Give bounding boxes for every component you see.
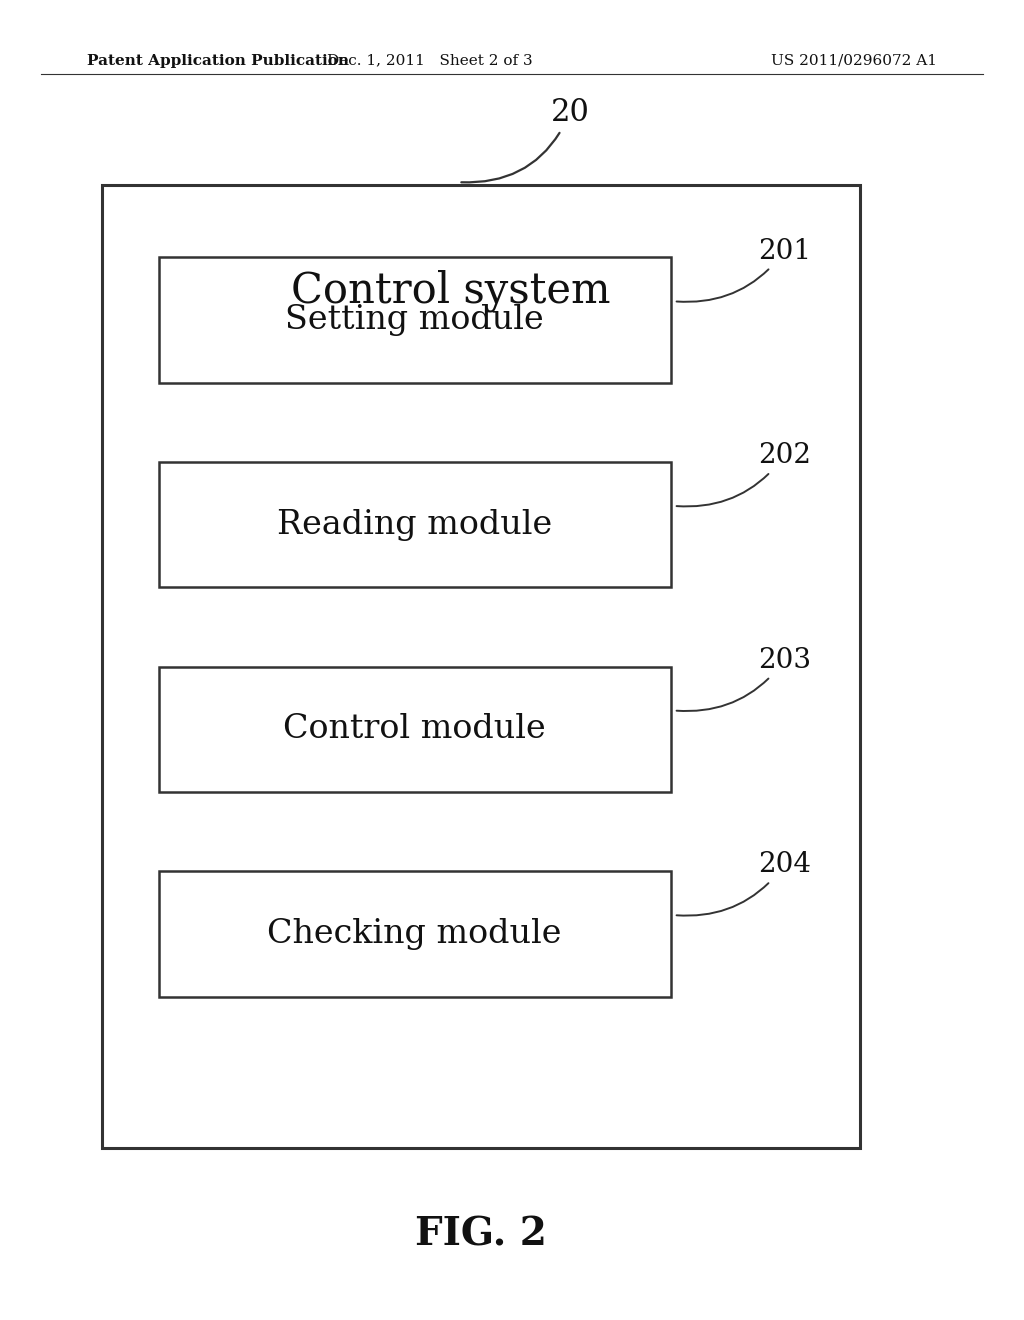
Text: 203: 203: [677, 647, 811, 711]
Text: 204: 204: [677, 851, 811, 916]
Text: Dec. 1, 2011   Sheet 2 of 3: Dec. 1, 2011 Sheet 2 of 3: [328, 54, 532, 67]
Text: 201: 201: [677, 238, 811, 302]
FancyBboxPatch shape: [159, 462, 671, 587]
Text: Checking module: Checking module: [267, 917, 562, 950]
Text: Setting module: Setting module: [286, 304, 544, 337]
Text: 20: 20: [462, 96, 590, 182]
Text: FIG. 2: FIG. 2: [416, 1216, 547, 1253]
FancyBboxPatch shape: [159, 871, 671, 997]
FancyBboxPatch shape: [159, 667, 671, 792]
Text: Reading module: Reading module: [278, 508, 552, 541]
Text: Control module: Control module: [284, 713, 546, 746]
Text: US 2011/0296072 A1: US 2011/0296072 A1: [771, 54, 937, 67]
FancyBboxPatch shape: [159, 257, 671, 383]
Text: Control system: Control system: [291, 269, 610, 312]
Text: 202: 202: [677, 442, 811, 507]
Text: Patent Application Publication: Patent Application Publication: [87, 54, 349, 67]
FancyBboxPatch shape: [102, 185, 860, 1148]
